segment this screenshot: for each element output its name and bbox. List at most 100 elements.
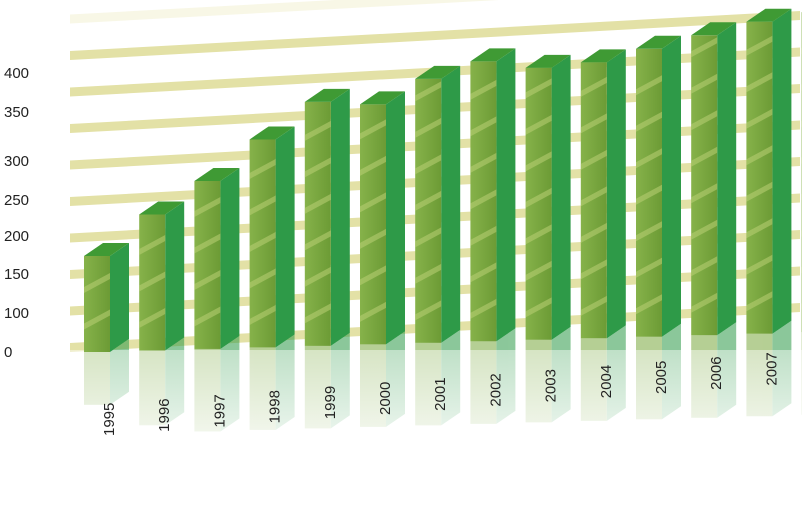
bar-stripe — [746, 181, 773, 202]
bar-stripe — [470, 225, 497, 246]
bar-side — [496, 48, 516, 342]
bar-top — [636, 35, 681, 49]
bar-stripe — [470, 262, 497, 283]
x-tick-label: 2000 — [377, 382, 394, 415]
bar-stripe — [470, 189, 497, 210]
bar-stripe — [470, 152, 497, 173]
bar-stripe — [415, 190, 442, 211]
bar-top — [470, 48, 516, 62]
bar-stripe — [139, 234, 166, 255]
bar-stripe — [415, 81, 442, 102]
bar-stripe — [360, 301, 386, 322]
x-tick-label: 2006 — [708, 356, 725, 389]
bar-stripe — [304, 193, 331, 214]
bar-stripe — [746, 254, 773, 275]
bar-stripe — [746, 218, 773, 239]
bar-stripe — [691, 256, 718, 277]
bar-stripe — [194, 233, 221, 254]
bar — [194, 167, 240, 349]
bar-stripe — [139, 307, 166, 328]
bar-stripe — [360, 155, 386, 176]
bar-stripe — [249, 268, 276, 289]
bar-stripe — [691, 292, 718, 313]
y-tick-label: 0 — [4, 344, 12, 361]
y-tick-label: 350 — [4, 104, 29, 121]
bar-top — [194, 167, 240, 181]
x-tick-label: 1997 — [211, 394, 228, 427]
y-tick-label: 100 — [4, 305, 29, 322]
bar-stripe — [636, 184, 662, 205]
y-tick-label: 250 — [4, 192, 29, 209]
bar-stripe — [194, 269, 221, 290]
bar-stripe — [636, 75, 662, 96]
bar-stripe — [360, 228, 386, 249]
bar-stripe — [360, 265, 386, 286]
bar-top — [415, 65, 461, 79]
bar-side — [662, 35, 681, 337]
grid-band — [70, 0, 499, 24]
bar-top — [84, 243, 129, 256]
bar-stripe — [691, 146, 718, 167]
x-tick-label: 2002 — [487, 373, 504, 406]
bar-stripe — [304, 157, 331, 178]
bar-stripe — [304, 266, 331, 287]
bar-stripe — [580, 295, 607, 316]
bar-stripe — [139, 271, 166, 292]
bar — [580, 49, 626, 339]
bar-side — [606, 49, 626, 339]
x-tick-label: 2004 — [598, 365, 615, 398]
bar — [84, 243, 129, 352]
bar-stripe — [525, 260, 552, 281]
bar-stripe — [636, 111, 662, 132]
y-tick-label: 200 — [4, 228, 29, 245]
bar-stripe — [525, 151, 552, 172]
bar-side — [551, 54, 571, 340]
bar-side — [165, 201, 185, 351]
bars — [84, 8, 802, 352]
bar-front — [84, 256, 110, 352]
bar-stripe — [415, 263, 442, 284]
bar-stripe — [415, 300, 442, 321]
x-axis-ticks: 1995 1996 1997 1998 1999 2000 2001 2002 2003 2004… — [101, 352, 780, 436]
bar-stripe — [746, 72, 773, 93]
bar-stripe — [691, 219, 718, 240]
bar-top — [525, 54, 571, 68]
bar-side — [441, 65, 461, 343]
bar-stripe — [636, 257, 662, 278]
bar-top — [580, 49, 626, 63]
bar — [691, 22, 737, 336]
bar-stripe — [580, 76, 607, 97]
bar — [525, 54, 571, 340]
bar-top — [304, 88, 350, 102]
bar — [470, 48, 516, 342]
x-tick-label: 2007 — [763, 352, 780, 385]
bar — [415, 65, 461, 343]
bar-top — [139, 201, 185, 215]
bar-stripe — [194, 196, 221, 217]
bar-stripe — [580, 113, 607, 134]
bar-stripe — [249, 231, 276, 252]
bar-front — [746, 21, 773, 334]
bar-side — [275, 126, 295, 348]
bar-stripe — [304, 120, 331, 141]
bar-side — [110, 243, 129, 352]
bar — [304, 88, 350, 346]
bar-stripe — [470, 116, 497, 137]
y-axis-ticks: 0 100 150 200 250 300 350 400 — [4, 65, 29, 361]
bar-side — [330, 88, 350, 346]
x-tick-label: 2001 — [432, 377, 449, 410]
x-tick-label: 2003 — [543, 369, 560, 402]
bar-stripe — [525, 114, 552, 135]
x-tick-label: 1998 — [267, 390, 284, 423]
bar-top — [360, 91, 405, 105]
bar-stripe — [525, 78, 552, 99]
bar-stripe — [691, 110, 718, 131]
x-tick-label: 1995 — [101, 403, 118, 436]
bar-stripe — [636, 221, 662, 242]
y-tick-label: 300 — [4, 153, 29, 170]
bar-stripe — [525, 297, 552, 318]
bar-stripe — [691, 183, 718, 204]
grid-band — [70, 11, 800, 60]
bar-stripe — [249, 158, 276, 179]
